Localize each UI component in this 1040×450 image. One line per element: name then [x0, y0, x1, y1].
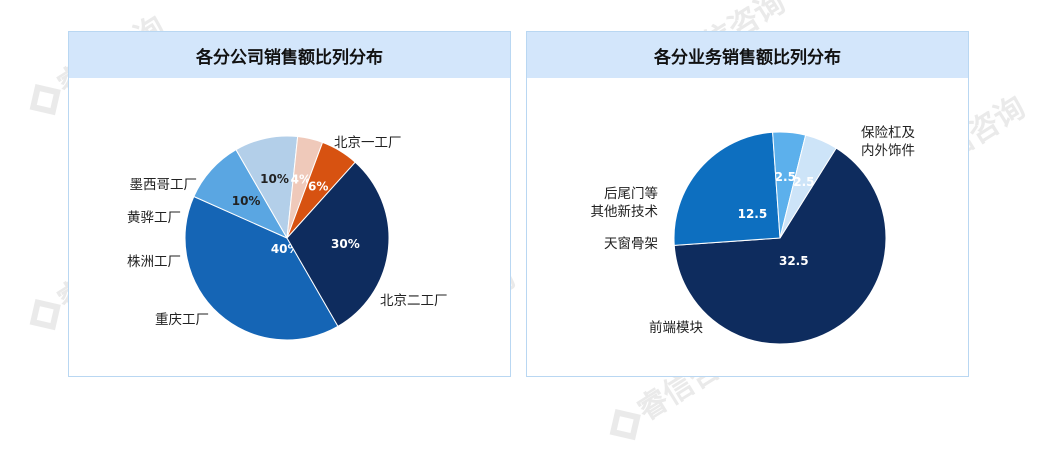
pie-slice: [286, 161, 390, 328]
category-label: 墨西哥工厂: [130, 177, 198, 193]
pie-slice: [779, 134, 837, 239]
watermark-logo-icon: [29, 83, 61, 115]
data-label: 30%: [331, 237, 360, 251]
data-label: 10%: [232, 194, 261, 208]
category-label: 株洲工厂: [127, 254, 181, 270]
category-label: 北京二工厂: [380, 293, 448, 309]
pie-slice: [673, 131, 781, 246]
data-label: 10%: [260, 172, 289, 186]
category-label: 黄骅工厂: [127, 210, 181, 226]
data-label: 6%: [308, 180, 328, 194]
pie-slice: [184, 195, 339, 341]
category-label: 重庆工厂: [155, 312, 209, 328]
data-label: 12.5: [738, 207, 768, 221]
chart-title: 各分公司销售额比列分布: [69, 32, 510, 78]
chart-panel-business: 各分业务销售额比列分布 32.5 12.5 2.5 2.5 保险杠及内外饰件前端模块 天窗…: [526, 31, 969, 377]
pie-slice: [673, 147, 887, 345]
chart-title: 各分业务销售额比列分布: [527, 32, 968, 78]
category-label: 天窗骨架: [604, 235, 658, 252]
data-label: 4%: [291, 172, 311, 186]
watermark-logo-icon: [29, 298, 61, 330]
pie-chart-branches: 40%10%10% 4%6%30%北京二工厂重庆工厂株洲工厂黄骅工厂墨西哥工厂北京…: [127, 135, 448, 341]
category-label: 后尾门等其他新技术: [591, 185, 659, 220]
chart-panel-branches: 各分公司销售额比列分布 40% 10% 10% 4% 6% 30% 北京二工厂 重庆工厂 株洲工…: [68, 31, 511, 377]
watermark-logo-icon: [609, 408, 641, 440]
data-label: 2.5: [793, 175, 814, 189]
data-label: 32.5: [779, 254, 809, 268]
category-label: 北京一工厂: [334, 135, 402, 151]
category-label: 前端模块: [649, 319, 703, 336]
data-label: 2.5: [775, 170, 796, 184]
category-label: 保险杠及内外饰件: [861, 125, 915, 159]
